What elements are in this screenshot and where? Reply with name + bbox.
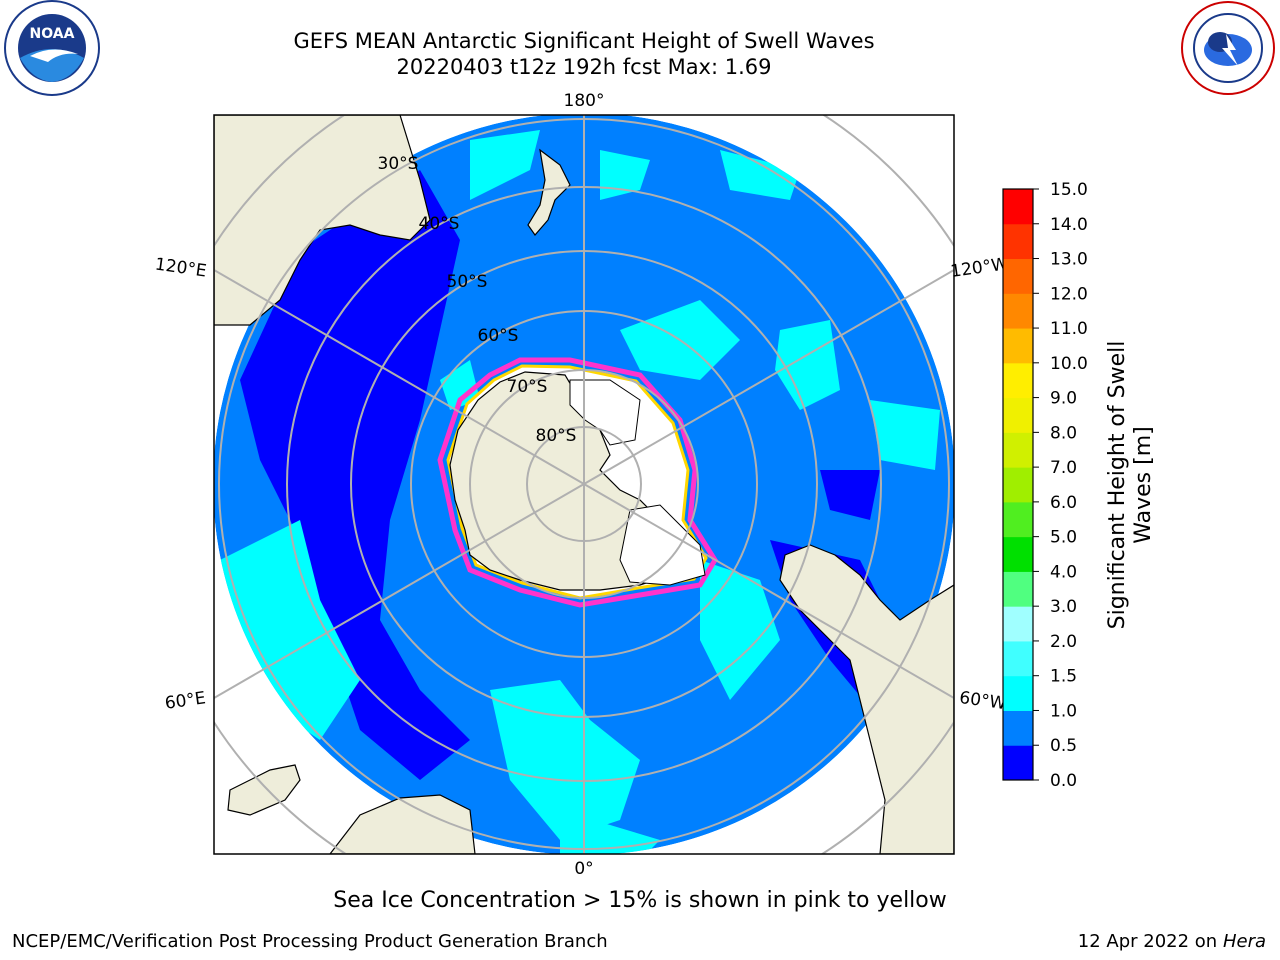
ice-shelf-weddell (619, 504, 706, 586)
lon-label-180: 180° (564, 91, 605, 111)
colorbar-label-line1: Significant Height of Swell (1105, 341, 1130, 630)
lon-label-0: 0° (574, 859, 593, 879)
lat-label-60s: 60°S (478, 326, 519, 346)
colorbar-tick-label: 1.0 (1050, 701, 1077, 721)
noaa-logo-icon: NOAA (4, 0, 100, 96)
colorbar-swatch (1003, 501, 1033, 538)
nws-logo-icon (1181, 1, 1275, 95)
land-madagascar (227, 764, 301, 816)
lat-label-30s: 30°S (378, 154, 419, 174)
ice-shelf-ross (569, 379, 641, 446)
colorbar-swatch (1003, 258, 1033, 294)
colorbar-tick-label: 2.0 (1050, 632, 1077, 652)
sea-ice-note: Sea Ice Concentration > 15% is shown in … (333, 888, 947, 913)
colorbar-tick-label: 5.0 (1050, 528, 1077, 548)
colorbar-tick-label: 11.0 (1050, 319, 1088, 339)
colorbar-swatch (1003, 432, 1033, 468)
colorbar-tick-label: 9.0 (1050, 389, 1077, 409)
colorbar-border (1002, 188, 1034, 781)
colorbar-swatch (1003, 675, 1033, 711)
land-africa (329, 794, 476, 854)
colorbar: 0.0 0.5 1.0 1.5 2.0 3.0 4.0 5.0 6.0 7.0 8.0 9.0 10.0… (1002, 180, 1088, 791)
colorbar-swatch (1003, 293, 1033, 329)
colorbar-swatch (1003, 606, 1033, 642)
lon-label-120w: 120°W (949, 254, 1009, 282)
map-frame (213, 114, 955, 855)
lon-label-60w: 60°W (958, 688, 1007, 714)
colorbar-tick-label: 10.0 (1050, 354, 1088, 374)
footer-machine: Hera (1222, 931, 1266, 952)
lat-label-70s: 70°S (507, 377, 548, 397)
lat-label-50s: 50°S (447, 272, 488, 292)
colorbar-tick-label: 6.0 (1050, 493, 1077, 513)
page-title: GEFS MEAN Antarctic Significant Height o… (293, 29, 875, 53)
colorbar-label-line2: Waves [m] (1131, 426, 1156, 543)
colorbar-swatch (1003, 362, 1033, 399)
footer-date-text: 12 Apr 2022 on (1077, 931, 1223, 952)
noaa-logo-text: NOAA (30, 26, 75, 42)
colorbar-swatch (1003, 640, 1033, 677)
footer-date: 12 Apr 2022 on Hera (1078, 931, 1266, 952)
land-new-zealand (527, 148, 571, 236)
colorbar-swatch (1003, 189, 1033, 225)
colorbar-tick-label: 1.5 (1050, 667, 1077, 687)
land-australia (214, 115, 431, 326)
colorbar-tick-label: 0.0 (1050, 771, 1077, 791)
lon-label-120e: 120°E (154, 255, 208, 282)
colorbar-tick-label: 13.0 (1050, 250, 1088, 270)
colorbar-swatch (1003, 571, 1033, 607)
colorbar-tick-label: 3.0 (1050, 597, 1077, 617)
colorbar-tick-label: 0.5 (1050, 736, 1077, 756)
colorbar-swatch (1003, 328, 1033, 364)
lon-label-60e: 60°E (164, 688, 207, 713)
colorbar-tick-label: 15.0 (1050, 180, 1088, 200)
colorbar-tick-label: 8.0 (1050, 423, 1077, 443)
colorbar-tick-label: 14.0 (1050, 215, 1088, 235)
colorbar-tick-label: 7.0 (1050, 458, 1077, 478)
page-subtitle: 20220403 t12z 192h fcst Max: 1.69 (396, 55, 772, 79)
lat-label-40s: 40°S (419, 214, 460, 234)
colorbar-swatch (1003, 397, 1033, 433)
footer-credit: NCEP/EMC/Verification Post Processing Pr… (12, 931, 608, 952)
colorbar-tick-label: 12.0 (1050, 284, 1088, 304)
colorbar-swatch (1003, 467, 1033, 503)
colorbar-swatch (1003, 223, 1033, 260)
graticule (214, 115, 954, 854)
colorbar-swatch (1003, 745, 1033, 781)
colorbar-swatch (1003, 710, 1033, 746)
colorbar-tick-label: 4.0 (1050, 562, 1077, 582)
colorbar-swatch (1003, 536, 1033, 572)
lat-label-80s: 80°S (536, 426, 577, 446)
